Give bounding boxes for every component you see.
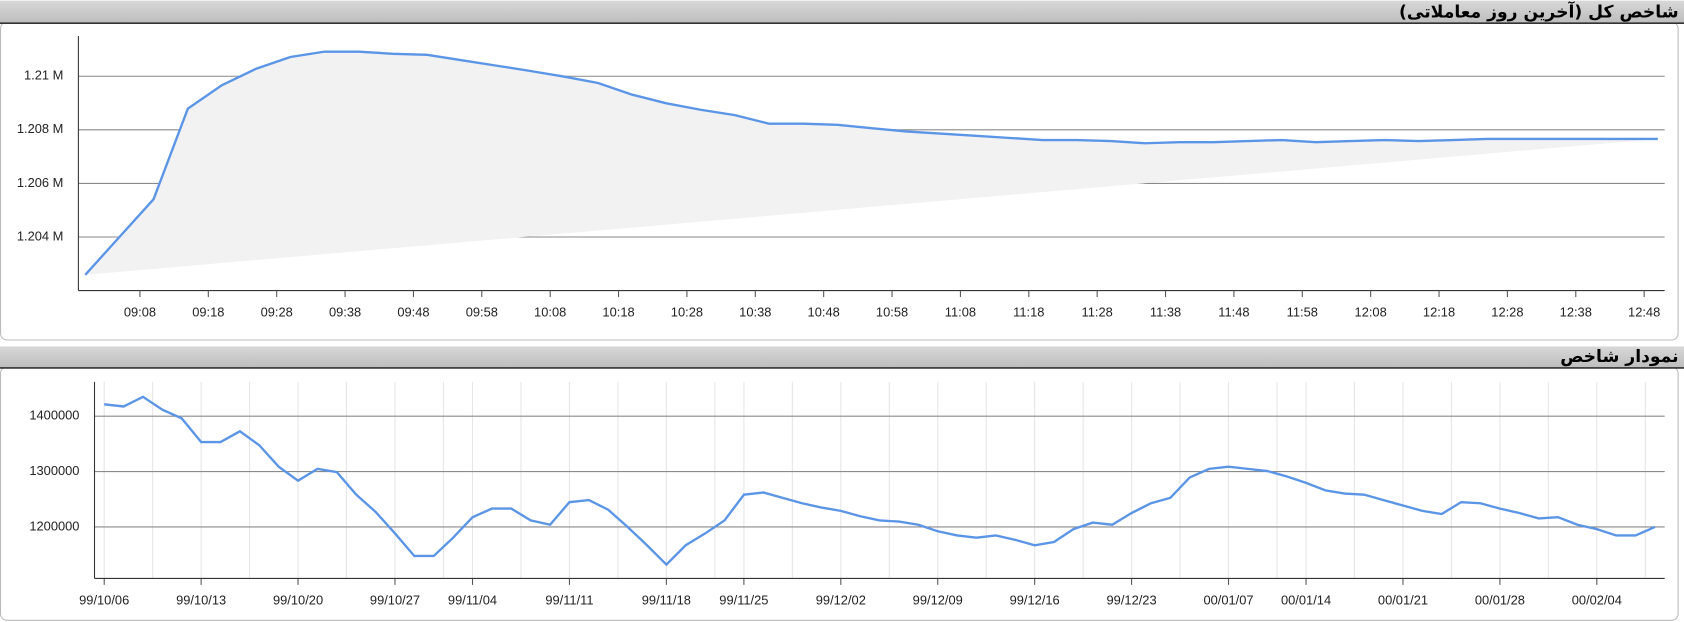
x-tick-label: 12:38 — [1560, 305, 1592, 320]
x-tick-label: 99/12/09 — [913, 592, 963, 607]
x-tick-label: 12:18 — [1423, 305, 1455, 320]
x-tick-label: 99/10/20 — [273, 592, 323, 607]
y-tick-label: 1.208 M — [17, 121, 64, 136]
x-tick-label: 99/12/02 — [816, 592, 866, 607]
x-tick-label: 09:48 — [397, 305, 429, 320]
x-tick-label: 11:08 — [945, 305, 976, 320]
x-tick-label: 10:38 — [739, 305, 771, 320]
x-tick-label: 12:48 — [1628, 305, 1660, 320]
x-tick-label: 10:48 — [808, 305, 840, 320]
x-tick-label: 00/02/04 — [1572, 592, 1622, 607]
y-tick-label: 1.21 M — [24, 68, 63, 83]
line — [104, 395, 1656, 567]
x-tick-label: 11:18 — [1013, 305, 1044, 320]
x-tick-label: 11:48 — [1218, 305, 1249, 320]
x-tick-label: 99/10/13 — [176, 592, 226, 607]
line — [84, 50, 1658, 276]
x-tick-label: 11:28 — [1082, 305, 1113, 320]
x-tick-label: 09:28 — [261, 305, 293, 320]
x-tick-label: 99/11/04 — [448, 592, 497, 607]
x-tick-label: 09:58 — [466, 305, 498, 320]
x-tick-label: 10:58 — [876, 305, 908, 320]
y-tick-label: 1300000 — [29, 463, 79, 478]
x-tick-label: 00/01/14 — [1281, 592, 1331, 607]
x-tick-label: 09:08 — [124, 305, 156, 320]
x-tick-label: 99/11/11 — [545, 592, 593, 607]
x-tick-label: 12:28 — [1491, 305, 1523, 320]
x-tick-label: 00/01/07 — [1203, 592, 1253, 607]
x-tick-label: 09:38 — [329, 305, 361, 320]
x-tick-label: 10:08 — [534, 305, 566, 320]
panel-title: نمودار شاخص — [1560, 347, 1678, 367]
line-area — [85, 51, 1658, 275]
x-tick-label: 11:58 — [1287, 305, 1318, 320]
x-tick-label: 10:28 — [671, 305, 703, 320]
x-tick-label: 00/01/21 — [1378, 592, 1428, 607]
x-tick-label: 99/11/25 — [719, 592, 768, 607]
x-tick-label: 99/10/06 — [79, 592, 129, 607]
x-tick-label: 99/12/23 — [1107, 592, 1157, 607]
y-tick-label: 1.204 M — [17, 228, 64, 243]
panel-header — [0, 346, 1684, 368]
x-tick-label: 11:38 — [1150, 305, 1181, 320]
panel-header — [0, 0, 1684, 24]
panel-title: شاخص کل (آخرین روز معاملاتی) — [1399, 0, 1679, 22]
x-tick-label: 10:18 — [602, 305, 634, 320]
x-tick-label: 00/01/28 — [1475, 592, 1525, 607]
y-tick-label: 1400000 — [29, 408, 79, 423]
x-tick-label: 99/10/27 — [370, 592, 420, 607]
y-tick-label: 1.206 M — [17, 175, 64, 190]
x-tick-label: 99/12/16 — [1010, 592, 1060, 607]
x-tick-label: 12:08 — [1355, 305, 1387, 320]
x-tick-label: 99/11/18 — [642, 592, 691, 607]
x-tick-label: 09:18 — [192, 305, 224, 320]
y-tick-label: 1200000 — [29, 518, 79, 533]
panel — [0, 366, 1679, 621]
